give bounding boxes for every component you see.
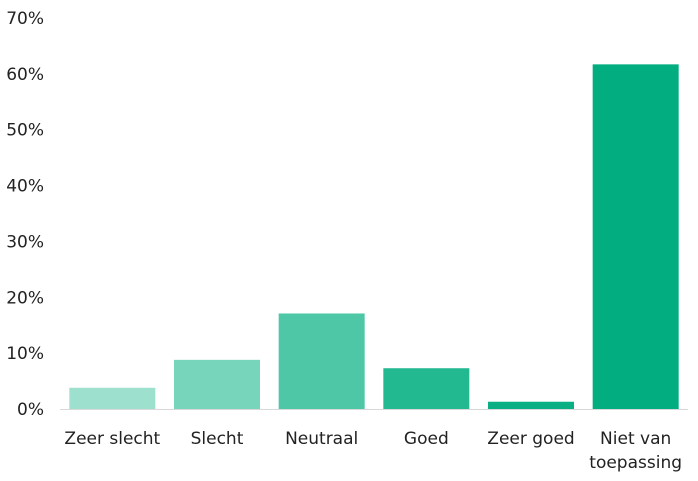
y-tick-label: 40% — [6, 177, 44, 197]
x-category-label-line: Zeer slecht — [64, 429, 160, 449]
x-category-label: Goed — [404, 429, 449, 449]
bar — [69, 387, 156, 409]
x-category-label-line: toepassing — [589, 453, 682, 473]
x-category-label: Neutraal — [285, 429, 358, 449]
bar — [383, 368, 470, 409]
bar — [278, 313, 365, 409]
x-axis-category-labels: Zeer slecht Slecht Neutraal Goed Zeer goed Ni… — [64, 429, 682, 473]
x-category-label-line: Zeer goed — [487, 429, 574, 449]
x-category-label-line: Niet van — [600, 429, 671, 449]
y-tick-label: 20% — [6, 288, 44, 308]
x-category-label: Slecht — [191, 429, 244, 449]
bar — [488, 401, 574, 409]
bar — [174, 359, 260, 409]
y-tick-label: 70% — [6, 9, 44, 29]
bar — [592, 64, 679, 410]
x-category-label-line: Slecht — [191, 429, 244, 449]
x-category-label-line: Goed — [404, 429, 449, 449]
x-category-label: Zeer slecht — [64, 429, 160, 449]
y-tick-label: 30% — [6, 232, 44, 252]
y-axis-tick-labels: 0% 10% 20% 30% 40% 50% 60% 70% — [6, 9, 44, 420]
x-category-label: Niet van toepassing — [589, 429, 682, 473]
x-category-label-line: Neutraal — [285, 429, 358, 449]
y-tick-label: 50% — [6, 121, 44, 141]
y-tick-label: 10% — [6, 344, 44, 364]
bars — [69, 64, 679, 410]
x-category-label: Zeer goed — [487, 429, 574, 449]
y-tick-label: 60% — [6, 65, 44, 85]
y-tick-label: 0% — [17, 400, 44, 420]
